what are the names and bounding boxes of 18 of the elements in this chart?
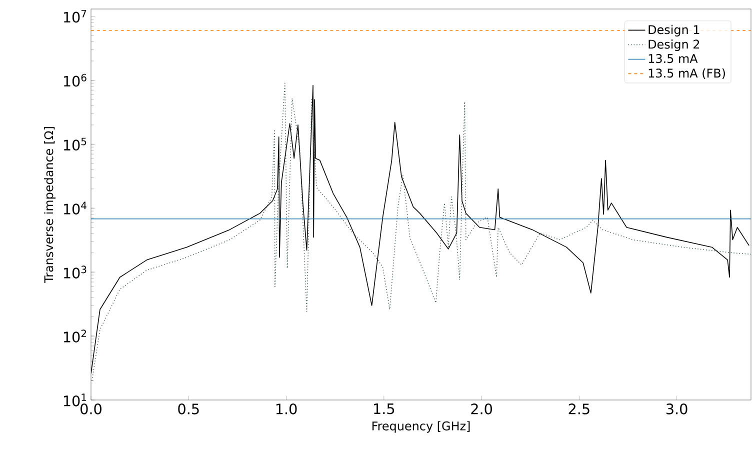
y-axis-title: Transverse impedance [Ω] bbox=[44, 127, 56, 283]
legend-label: 13.5 mA bbox=[648, 54, 698, 64]
x-tick-label: 3.0 bbox=[666, 404, 688, 414]
x-tick-label: 1.5 bbox=[374, 404, 394, 414]
y-tick-label: 10$^{6}$ bbox=[64, 74, 86, 87]
legend-label: Design 2 bbox=[648, 39, 700, 52]
x-tick-label: 2.5 bbox=[568, 404, 590, 414]
x-tick-label: 0.5 bbox=[178, 404, 199, 414]
y-tick-label: 10$^{2}$ bbox=[64, 330, 86, 342]
legend-label: 13.5 mA (FB) bbox=[648, 68, 725, 80]
x-tick-label: 2.0 bbox=[471, 404, 492, 414]
legend-label: Design 1 bbox=[648, 24, 700, 36]
x-tick-label: 1.0 bbox=[276, 404, 297, 414]
y-tick-label: 10$^{3}$ bbox=[64, 266, 86, 278]
y-tick-label: 10$^{5}$ bbox=[64, 138, 86, 151]
x-axis-title: Frequency [GHz] bbox=[372, 421, 470, 433]
y-tick-label: 10$^{7}$ bbox=[64, 10, 86, 23]
y-tick-label: 10$^{4}$ bbox=[64, 202, 86, 214]
